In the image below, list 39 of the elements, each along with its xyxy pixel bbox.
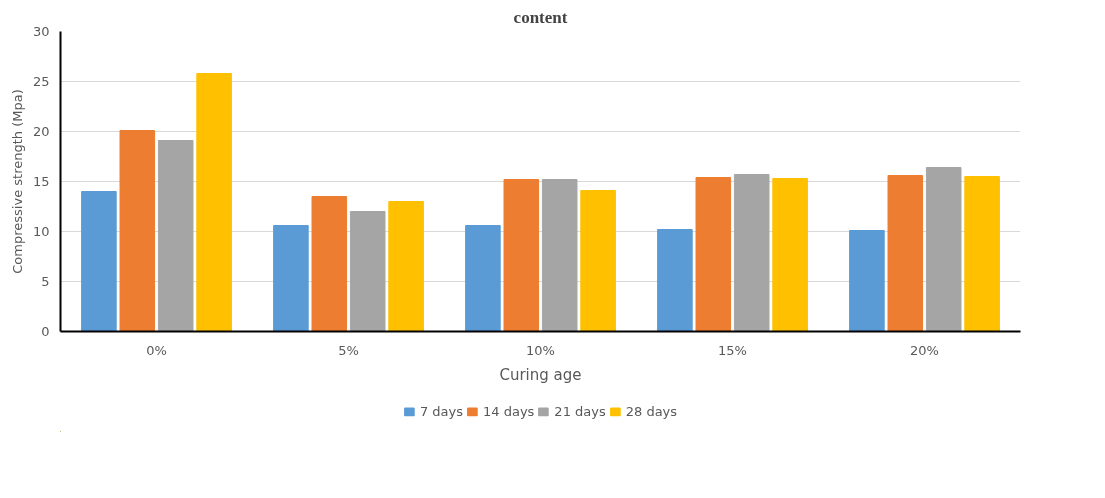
bar <box>925 167 962 332</box>
bar <box>733 174 770 332</box>
y-tick-label: 30 <box>32 24 50 39</box>
x-tick-label: 20% <box>910 342 939 358</box>
chart-title: content <box>513 7 568 27</box>
bar <box>580 190 616 332</box>
legend-label: 21 days <box>554 403 606 419</box>
bar <box>541 179 578 332</box>
x-tick-label: 10% <box>526 342 555 358</box>
y-tick-label: 20 <box>32 124 50 139</box>
bar <box>157 140 194 332</box>
bar <box>849 230 885 332</box>
legend-label: 14 days <box>483 403 535 419</box>
y-tick-label: 25 <box>32 74 50 89</box>
x-tick-label: 5% <box>338 342 359 358</box>
bar <box>311 196 348 332</box>
bar <box>887 175 924 332</box>
y-tick-label: 0 <box>41 324 50 339</box>
bar <box>964 176 1000 332</box>
x-tick-label: 0% <box>146 342 167 358</box>
bar <box>273 225 309 332</box>
bar <box>119 130 156 332</box>
bar <box>503 179 540 332</box>
legend-label: 28 days <box>625 403 678 419</box>
bar <box>388 201 424 332</box>
x-axis-title: Curing age <box>499 365 582 384</box>
bar <box>657 229 693 332</box>
bar <box>81 191 117 332</box>
y-tick-label: 10 <box>32 224 50 239</box>
legend-label: 7 days <box>419 403 464 419</box>
y-axis-title: Compressive strength (Mpa) <box>9 89 25 274</box>
bar <box>349 211 386 332</box>
y-tick-label: 5 <box>41 274 50 289</box>
bar <box>196 73 232 332</box>
bar <box>695 177 732 332</box>
x-tick-label: 15% <box>718 342 747 358</box>
bar <box>772 178 808 332</box>
bar <box>465 225 501 332</box>
y-tick-label: 15 <box>32 174 50 189</box>
